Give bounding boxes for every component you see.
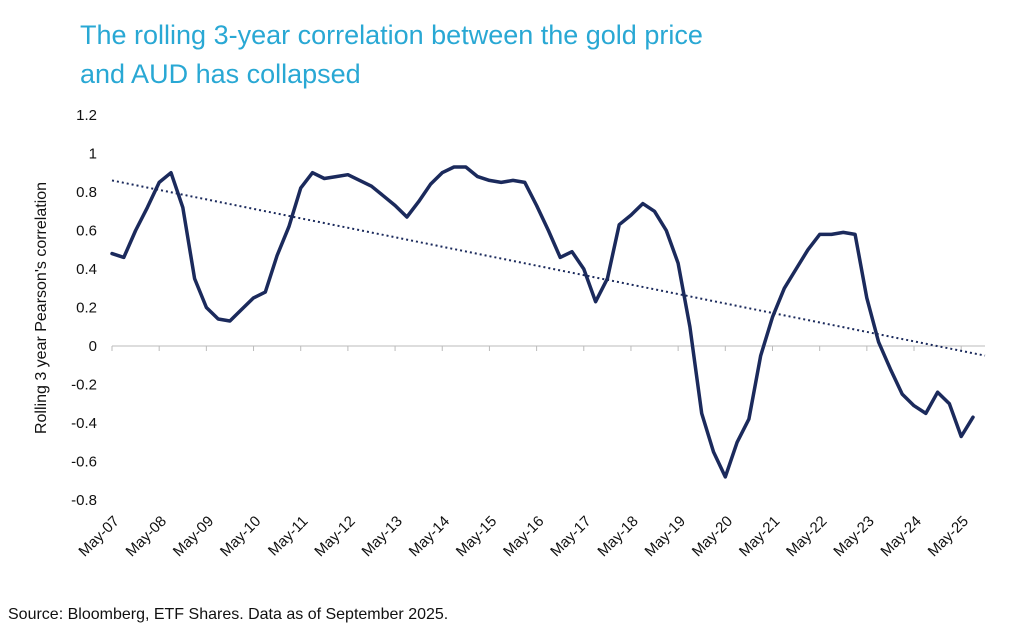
y-tick-label: 0.6 [76, 223, 97, 240]
line-series [110, 165, 975, 479]
y-tick-label: 0.8 [76, 184, 97, 201]
x-tick-label: May-10 [217, 513, 264, 560]
y-tick-label: -0.6 [71, 454, 97, 471]
trend-line [111, 179, 986, 357]
x-tick-label: May-21 [736, 513, 783, 560]
x-tick-label: May-07 [75, 513, 122, 560]
x-tick-label: May-20 [689, 513, 736, 560]
y-tick-label: 0 [89, 338, 97, 355]
x-tick-label: May-23 [830, 513, 877, 560]
chart-title: The rolling 3-year correlation between t… [80, 20, 703, 50]
y-tick-label: 1 [89, 146, 97, 163]
x-tick-label: May-14 [406, 513, 453, 560]
x-tick-label: May-22 [783, 513, 830, 560]
y-tick-label: -0.2 [71, 377, 97, 394]
x-tick-label: May-15 [453, 513, 500, 560]
source: Source: Bloomberg, ETF Shares. Data as o… [8, 606, 448, 623]
y-tick-label: -0.4 [71, 415, 97, 432]
x-tick-label: May-25 [925, 513, 972, 560]
y-tick-label: 0.2 [76, 300, 97, 317]
x-tick-label: May-12 [311, 513, 358, 560]
x-tick-label: May-13 [358, 513, 405, 560]
x-tick-label: May-24 [877, 513, 924, 560]
x-tick-label: May-17 [547, 513, 594, 560]
chart-title: and AUD has collapsed [80, 59, 361, 89]
y-axis-title: Rolling 3 year Pearson's correlation [33, 182, 50, 434]
x-tick-label: May-18 [594, 513, 641, 560]
x-tick-label: May-16 [500, 513, 547, 560]
x-tick-label: May-19 [642, 513, 689, 560]
y-tick-label: 1.2 [76, 107, 97, 124]
y-tick-label: 0.4 [76, 261, 97, 278]
x-tick-label: May-09 [170, 513, 217, 560]
x-tick-label: May-11 [265, 513, 312, 560]
y-tick-label: -0.8 [71, 492, 97, 509]
x-tick-label: May-08 [123, 513, 170, 560]
